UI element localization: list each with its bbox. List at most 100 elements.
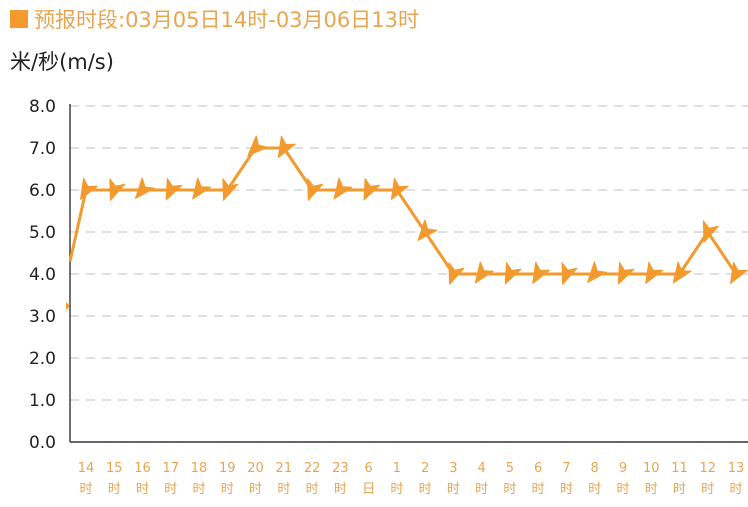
arrow-icon <box>645 261 664 285</box>
data-point-marker <box>80 177 98 201</box>
x-tick-label: 14 <box>78 461 95 476</box>
x-tick-label-unit: 时 <box>419 482 432 497</box>
x-tick-label-unit: 时 <box>390 482 403 497</box>
x-tick-label: 9 <box>619 461 627 476</box>
arrow-icon <box>307 178 324 201</box>
arrow-icon <box>277 135 296 159</box>
data-point-marker <box>222 178 239 201</box>
x-tick-label-unit: 时 <box>108 482 121 497</box>
edge-arrow-icon <box>66 302 70 310</box>
x-tick-label-unit: 时 <box>503 482 516 497</box>
x-tick-label-unit: 时 <box>560 482 573 497</box>
x-tick-label-unit: 时 <box>447 482 460 497</box>
arrow-icon <box>222 178 239 201</box>
x-tick-label: 13 <box>728 461 745 476</box>
x-tick-label: 5 <box>506 461 514 476</box>
y-tick-label: 8.0 <box>29 97 56 117</box>
data-point-marker <box>532 261 551 285</box>
data-point-marker <box>165 177 183 201</box>
x-tick-label: 6 <box>534 461 542 476</box>
series-lines <box>68 146 738 276</box>
arrow-icon <box>504 261 522 285</box>
x-tick-label: 15 <box>106 461 123 476</box>
data-point-marker <box>333 177 353 200</box>
arrow-icon <box>561 262 578 285</box>
data-point-marker <box>702 220 719 243</box>
data-point-marker <box>417 219 438 241</box>
x-tick-label: 10 <box>643 461 660 476</box>
x-tick-label: 1 <box>393 461 401 476</box>
data-point-marker <box>474 261 494 284</box>
data-point-marker <box>390 177 409 201</box>
x-tick-labels: 14 时 15 时 16 时 17 时 18 时 19 时 20 时 21 时 22 时 23 时 6 日 1 时 2 时 3 时 4 时… <box>78 461 745 497</box>
arrow-icon <box>390 177 409 201</box>
data-point-marker <box>561 262 578 285</box>
arrow-icon <box>730 261 748 285</box>
arrow-icon <box>474 261 494 284</box>
data-point-marker <box>645 261 664 285</box>
arrow-icon <box>702 220 719 243</box>
y-tick-label: 7.0 <box>29 139 56 159</box>
data-point-marker <box>672 261 692 284</box>
data-point-marker <box>134 177 155 199</box>
data-point-marker <box>504 261 522 285</box>
x-tick-label: 3 <box>449 461 457 476</box>
arrow-icon <box>532 261 551 285</box>
x-tick-label-unit: 时 <box>729 482 742 497</box>
x-tick-label: 19 <box>219 461 236 476</box>
x-tick-label: 17 <box>163 461 180 476</box>
x-tick-label: 18 <box>191 461 208 476</box>
x-tick-label-unit: 时 <box>249 482 262 497</box>
data-point-marker <box>730 261 748 285</box>
arrow-icon <box>417 219 438 241</box>
legend-square-icon <box>10 10 28 28</box>
x-tick-label-unit: 时 <box>645 482 658 497</box>
arrow-icon <box>587 261 608 283</box>
x-tick-label-unit: 日 <box>362 482 375 497</box>
y-tick-label: 5.0 <box>29 223 56 243</box>
x-tick-label: 23 <box>332 461 349 476</box>
series-line <box>68 146 738 276</box>
x-tick-label: 16 <box>134 461 151 476</box>
x-tick-label-unit: 时 <box>221 482 234 497</box>
arrow-icon <box>109 178 126 201</box>
arrow-icon <box>363 177 381 201</box>
data-point-marker <box>307 178 324 201</box>
arrow-icon <box>333 177 353 200</box>
x-tick-label: 6 <box>364 461 372 476</box>
y-tick-label: 4.0 <box>29 265 56 285</box>
series-markers <box>66 135 748 310</box>
y-axis-unit-label: 米/秒(m/s) <box>10 50 114 74</box>
x-tick-label-unit: 时 <box>277 482 290 497</box>
data-point-marker <box>277 135 296 159</box>
x-tick-label: 21 <box>276 461 293 476</box>
data-point-marker <box>617 261 635 285</box>
chart-header: 预报时段:03月05日14时-03月06日13时 <box>10 4 419 34</box>
arrow-icon <box>165 177 183 201</box>
x-tick-label-unit: 时 <box>136 482 149 497</box>
arrow-icon <box>448 262 465 285</box>
x-tick-label: 2 <box>421 461 429 476</box>
arrow-icon <box>134 177 155 199</box>
y-tick-label: 0.0 <box>29 433 56 453</box>
x-tick-label: 4 <box>478 461 486 476</box>
forecast-period-title: 预报时段:03月05日14时-03月06日13时 <box>34 8 419 32</box>
arrow-icon <box>247 135 269 157</box>
arrow-icon <box>617 261 635 285</box>
axes <box>69 104 748 443</box>
x-tick-label-unit: 时 <box>616 482 629 497</box>
x-tick-label: 11 <box>671 461 688 476</box>
x-tick-label-unit: 时 <box>306 482 319 497</box>
x-tick-label: 22 <box>304 461 321 476</box>
x-tick-label: 7 <box>562 461 570 476</box>
y-tick-labels: 0.0 1.0 2.0 3.0 4.0 5.0 6.0 7.0 8.0 <box>29 97 56 453</box>
data-point-marker <box>192 177 212 200</box>
x-tick-label-unit: 时 <box>588 482 601 497</box>
x-tick-label: 12 <box>699 461 716 476</box>
arrow-icon <box>672 261 692 284</box>
data-point-marker <box>247 135 269 157</box>
x-tick-label-unit: 时 <box>334 482 347 497</box>
y-tick-label: 1.0 <box>29 391 56 411</box>
x-tick-label-unit: 时 <box>164 482 177 497</box>
grid-lines <box>70 105 748 401</box>
